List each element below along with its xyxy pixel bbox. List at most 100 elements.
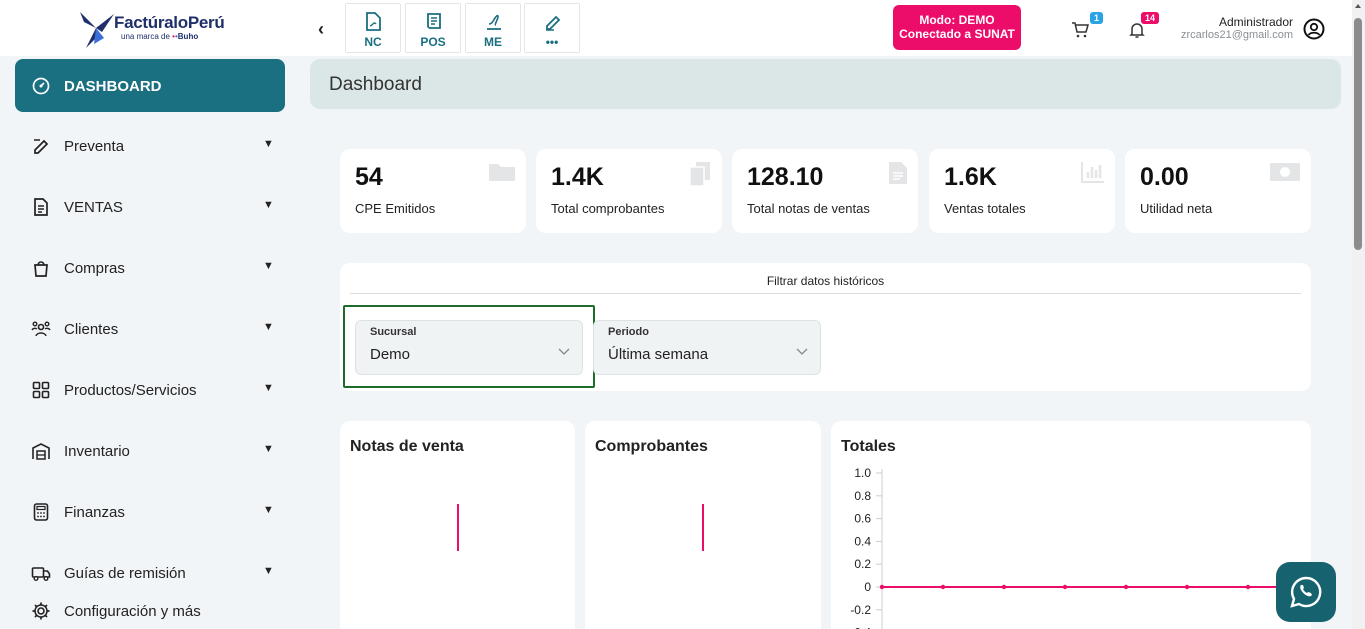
copy-icon <box>689 162 710 187</box>
user-email: zrcarlos21@gmail.com <box>1180 29 1293 41</box>
y-tick-label: 0.2 <box>854 557 871 571</box>
quick-nc-button[interactable]: NC <box>345 3 401 53</box>
sidebar-item-productos[interactable]: Productos/Servicios ▼ <box>15 370 285 410</box>
stat-label: Ventas totales <box>944 201 1026 216</box>
sucursal-label: Sucursal <box>370 326 417 338</box>
data-point <box>1001 584 1007 590</box>
cart-button[interactable] <box>1071 21 1091 41</box>
sidebar-item-preventa[interactable]: Preventa ▼ <box>15 126 285 166</box>
periodo-select[interactable]: Periodo Última semana <box>593 320 821 375</box>
y-tick-label: 0.8 <box>854 489 871 503</box>
data-point <box>1062 584 1068 590</box>
periodo-value: Última semana <box>608 346 709 363</box>
comprobantes-chart-title: Comprobantes <box>595 438 708 455</box>
stat-label: Utilidad neta <box>1140 201 1213 216</box>
comprobantes-chart-mark <box>702 504 704 551</box>
sidebar-item-label: Guías de remisión <box>64 565 186 582</box>
stat-label: Total notas de ventas <box>747 201 870 216</box>
dashboard-icon <box>32 77 50 95</box>
chevron-down-icon: ▼ <box>263 199 274 211</box>
sidebar-item-guias[interactable]: Guías de remisión ▼ <box>15 553 285 593</box>
y-tick-label: 0 <box>864 580 871 594</box>
document-icon <box>34 198 48 216</box>
mode-badge[interactable]: Modo: DEMO Conectado a SUNAT <box>893 5 1021 50</box>
comprobantes-chart-card: Comprobantes <box>585 421 821 629</box>
user-circle-icon <box>1303 18 1325 40</box>
quick-pos-button[interactable]: POS <box>405 3 461 53</box>
sidebar-item-label: VENTAS <box>64 199 123 216</box>
sucursal-value: Demo <box>370 346 411 363</box>
sidebar-item-label: Inventario <box>64 443 130 460</box>
logo-brand: FactúraloPerú <box>114 13 225 32</box>
stat-value: 0.00 <box>1140 163 1189 191</box>
notas-chart-mark <box>457 504 459 551</box>
collapse-sidebar-button[interactable]: ‹ <box>318 19 324 39</box>
notifications-button[interactable] <box>1128 21 1148 41</box>
quick-me-button[interactable]: ME <box>465 3 521 53</box>
mode-line-1: Modo: DEMO <box>919 13 995 27</box>
stat-card-comprobantes: 1.4K Total comprobantes <box>536 149 722 233</box>
stat-card-cpe: 54 CPE Emitidos <box>340 149 526 233</box>
whatsapp-icon <box>1290 576 1322 608</box>
sidebar-item-label: Compras <box>64 260 125 277</box>
scrollbar[interactable] <box>1352 0 1365 629</box>
sucursal-select[interactable]: Sucursal Demo <box>355 320 583 375</box>
sidebar-item-label: Clientes <box>64 321 119 338</box>
quick-more-button[interactable]: ••• <box>524 3 580 53</box>
gear-icon <box>32 602 50 620</box>
chevron-down-icon: ▼ <box>263 382 274 394</box>
totales-chart-card: Totales 1.0 0.8 0.6 0.4 0.2 0 -0.2 -0.4 <box>831 421 1312 629</box>
user-name[interactable]: Administrador <box>1218 15 1293 29</box>
grid-icon <box>32 381 50 399</box>
calculator-icon <box>33 503 49 521</box>
totales-chart-title: Totales <box>841 438 896 455</box>
data-point <box>1245 584 1251 590</box>
stat-card-ventas: 1.6K Ventas totales <box>929 149 1115 233</box>
quick-pos-label: POS <box>420 35 446 49</box>
cart-icon <box>1072 22 1089 38</box>
whatsapp-button[interactable] <box>1276 562 1336 622</box>
y-tick-label: 0.6 <box>854 512 871 526</box>
sidebar-item-configuracion[interactable]: Configuración y más <box>15 591 285 629</box>
chevron-down-icon: ▼ <box>263 504 274 516</box>
sidebar-item-clientes[interactable]: Clientes ▼ <box>15 309 285 349</box>
user-menu-button[interactable] <box>1303 18 1325 40</box>
sidebar-item-dashboard[interactable]: DASHBOARD <box>15 59 285 112</box>
stat-card-notas: 128.10 Total notas de ventas <box>732 149 918 233</box>
stat-value: 128.10 <box>747 163 824 191</box>
scrollbar-thumb[interactable] <box>1354 18 1362 250</box>
stat-label: CPE Emitidos <box>355 201 436 216</box>
sidebar-item-compras[interactable]: Compras ▼ <box>15 248 285 288</box>
divider <box>350 293 1301 294</box>
periodo-label: Periodo <box>608 326 649 338</box>
mode-line-2: Conectado a SUNAT <box>899 27 1015 41</box>
folder-icon <box>489 164 515 181</box>
scroll-up-icon[interactable] <box>1355 4 1361 8</box>
data-point <box>940 584 946 590</box>
stat-label: Total comprobantes <box>551 201 665 216</box>
receipt-icon <box>427 13 441 29</box>
chevron-down-icon: ▼ <box>263 138 274 150</box>
data-point <box>879 584 885 590</box>
sidebar-item-label: Finanzas <box>64 504 125 521</box>
page-title: Dashboard <box>329 74 422 95</box>
money-icon <box>1270 163 1300 181</box>
chevron-down-icon: ▼ <box>263 443 274 455</box>
logo[interactable]: FactúraloPerú una marca de ••Buho <box>74 8 234 52</box>
edit-icon <box>34 139 49 154</box>
y-tick-label: 0.4 <box>854 534 871 548</box>
stat-value: 1.6K <box>944 163 997 191</box>
chevron-down-icon: ▼ <box>263 321 274 333</box>
quick-nc-label: NC <box>364 35 382 49</box>
sidebar-item-finanzas[interactable]: Finanzas ▼ <box>15 492 285 532</box>
sidebar-item-ventas[interactable]: VENTAS ▼ <box>15 187 285 227</box>
logo-sub: una marca de ••Buho <box>121 32 199 41</box>
sidebar-item-inventario[interactable]: Inventario ▼ <box>15 431 285 471</box>
signature-icon <box>487 14 501 30</box>
stat-value: 54 <box>355 163 383 191</box>
sidebar-item-label: Preventa <box>64 138 125 155</box>
y-tick-label: -0.4 <box>850 626 871 629</box>
data-point <box>1184 584 1190 590</box>
chevron-down-icon: ▼ <box>263 260 274 272</box>
truck-icon <box>31 567 51 581</box>
